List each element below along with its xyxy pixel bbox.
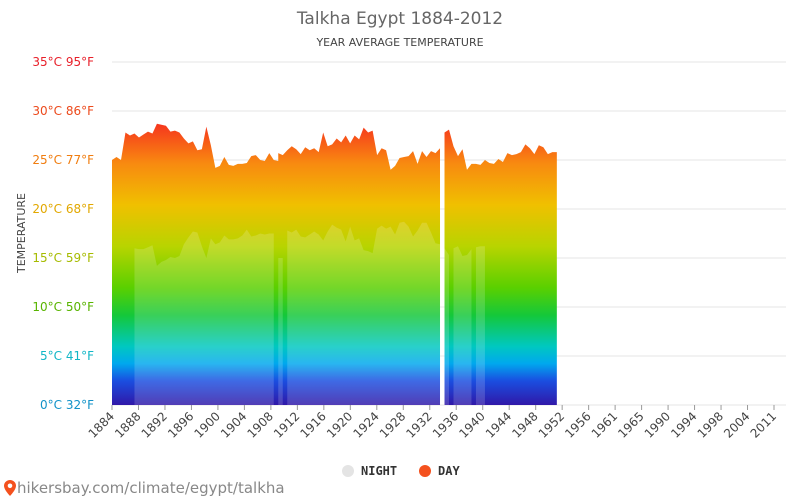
night-area xyxy=(134,229,274,405)
x-tick-label: 1908 xyxy=(245,409,276,440)
x-tick-label: 1952 xyxy=(536,409,567,440)
y-tick-label: 35°C 95°F xyxy=(32,55,94,69)
day-area xyxy=(444,129,557,405)
legend: NIGHT DAY xyxy=(342,464,460,478)
x-tick-label: 1948 xyxy=(509,409,540,440)
legend-night-marker xyxy=(342,465,354,477)
x-tick-label: 1888 xyxy=(112,409,143,440)
x-tick-label: 1932 xyxy=(403,409,434,440)
day-area xyxy=(278,127,441,405)
y-tick-label: 30°C 86°F xyxy=(32,104,94,118)
night-area xyxy=(453,246,472,405)
y-tick-label: 20°C 68°F xyxy=(32,202,94,216)
x-axis-ticks: 1884188818921896190019041908191219161920… xyxy=(86,405,779,441)
y-tick-label: 5°C 41°F xyxy=(40,349,94,363)
x-tick-label: 1892 xyxy=(139,409,170,440)
x-tick-label: 1900 xyxy=(192,409,223,440)
x-tick-label: 1916 xyxy=(297,409,328,440)
y-tick-label: 0°C 32°F xyxy=(40,398,94,412)
y-axis-ticks: 35°C 95°F 30°C 86°F 25°C 77°F 20°C 68°F 15°C… xyxy=(32,55,94,412)
location-pin-icon xyxy=(4,480,16,496)
night-area xyxy=(475,246,485,405)
legend-night-label: NIGHT xyxy=(361,464,397,478)
x-tick-label: 1940 xyxy=(456,409,487,440)
x-tick-label: 1965 xyxy=(615,409,646,440)
x-tick-label: 1990 xyxy=(642,409,673,440)
x-tick-label: 1896 xyxy=(165,409,196,440)
night-area xyxy=(287,221,449,405)
x-tick-label: 1928 xyxy=(377,409,408,440)
x-tick-label: 1904 xyxy=(218,409,249,440)
y-tick-label: 15°C 59°F xyxy=(32,251,94,265)
y-tick-label: 25°C 77°F xyxy=(32,153,94,167)
x-tick-label: 1998 xyxy=(695,409,726,440)
x-tick-label: 1924 xyxy=(350,409,381,440)
night-area xyxy=(278,258,283,405)
day-series xyxy=(112,123,557,406)
legend-item-night[interactable]: NIGHT xyxy=(342,464,397,478)
chart-title: Talkha Egypt 1884-2012 xyxy=(296,9,503,29)
night-series xyxy=(134,221,485,405)
x-tick-label: 1994 xyxy=(668,409,699,440)
legend-day-marker xyxy=(419,465,431,477)
x-tick-label: 1961 xyxy=(589,409,620,440)
legend-item-day[interactable]: DAY xyxy=(419,464,460,478)
x-tick-label: 2004 xyxy=(721,409,752,440)
y-tick-label: 10°C 50°F xyxy=(32,300,94,314)
x-tick-label: 1920 xyxy=(324,409,355,440)
x-tick-label: 1956 xyxy=(562,409,593,440)
day-area xyxy=(112,123,283,406)
source-link[interactable]: hikersbay.com/climate/egypt/talkha xyxy=(4,479,285,497)
y-axis-label: TEMPERATURE xyxy=(15,193,28,274)
x-tick-label: 2011 xyxy=(748,409,779,440)
x-tick-label: 1944 xyxy=(483,409,514,440)
source-text: hikersbay.com/climate/egypt/talkha xyxy=(17,479,285,497)
chart-subtitle: YEAR AVERAGE TEMPERATURE xyxy=(315,36,483,49)
x-tick-label: 1884 xyxy=(86,409,117,440)
legend-day-label: DAY xyxy=(438,464,460,478)
x-tick-label: 1936 xyxy=(430,409,461,440)
x-tick-label: 1912 xyxy=(271,409,302,440)
